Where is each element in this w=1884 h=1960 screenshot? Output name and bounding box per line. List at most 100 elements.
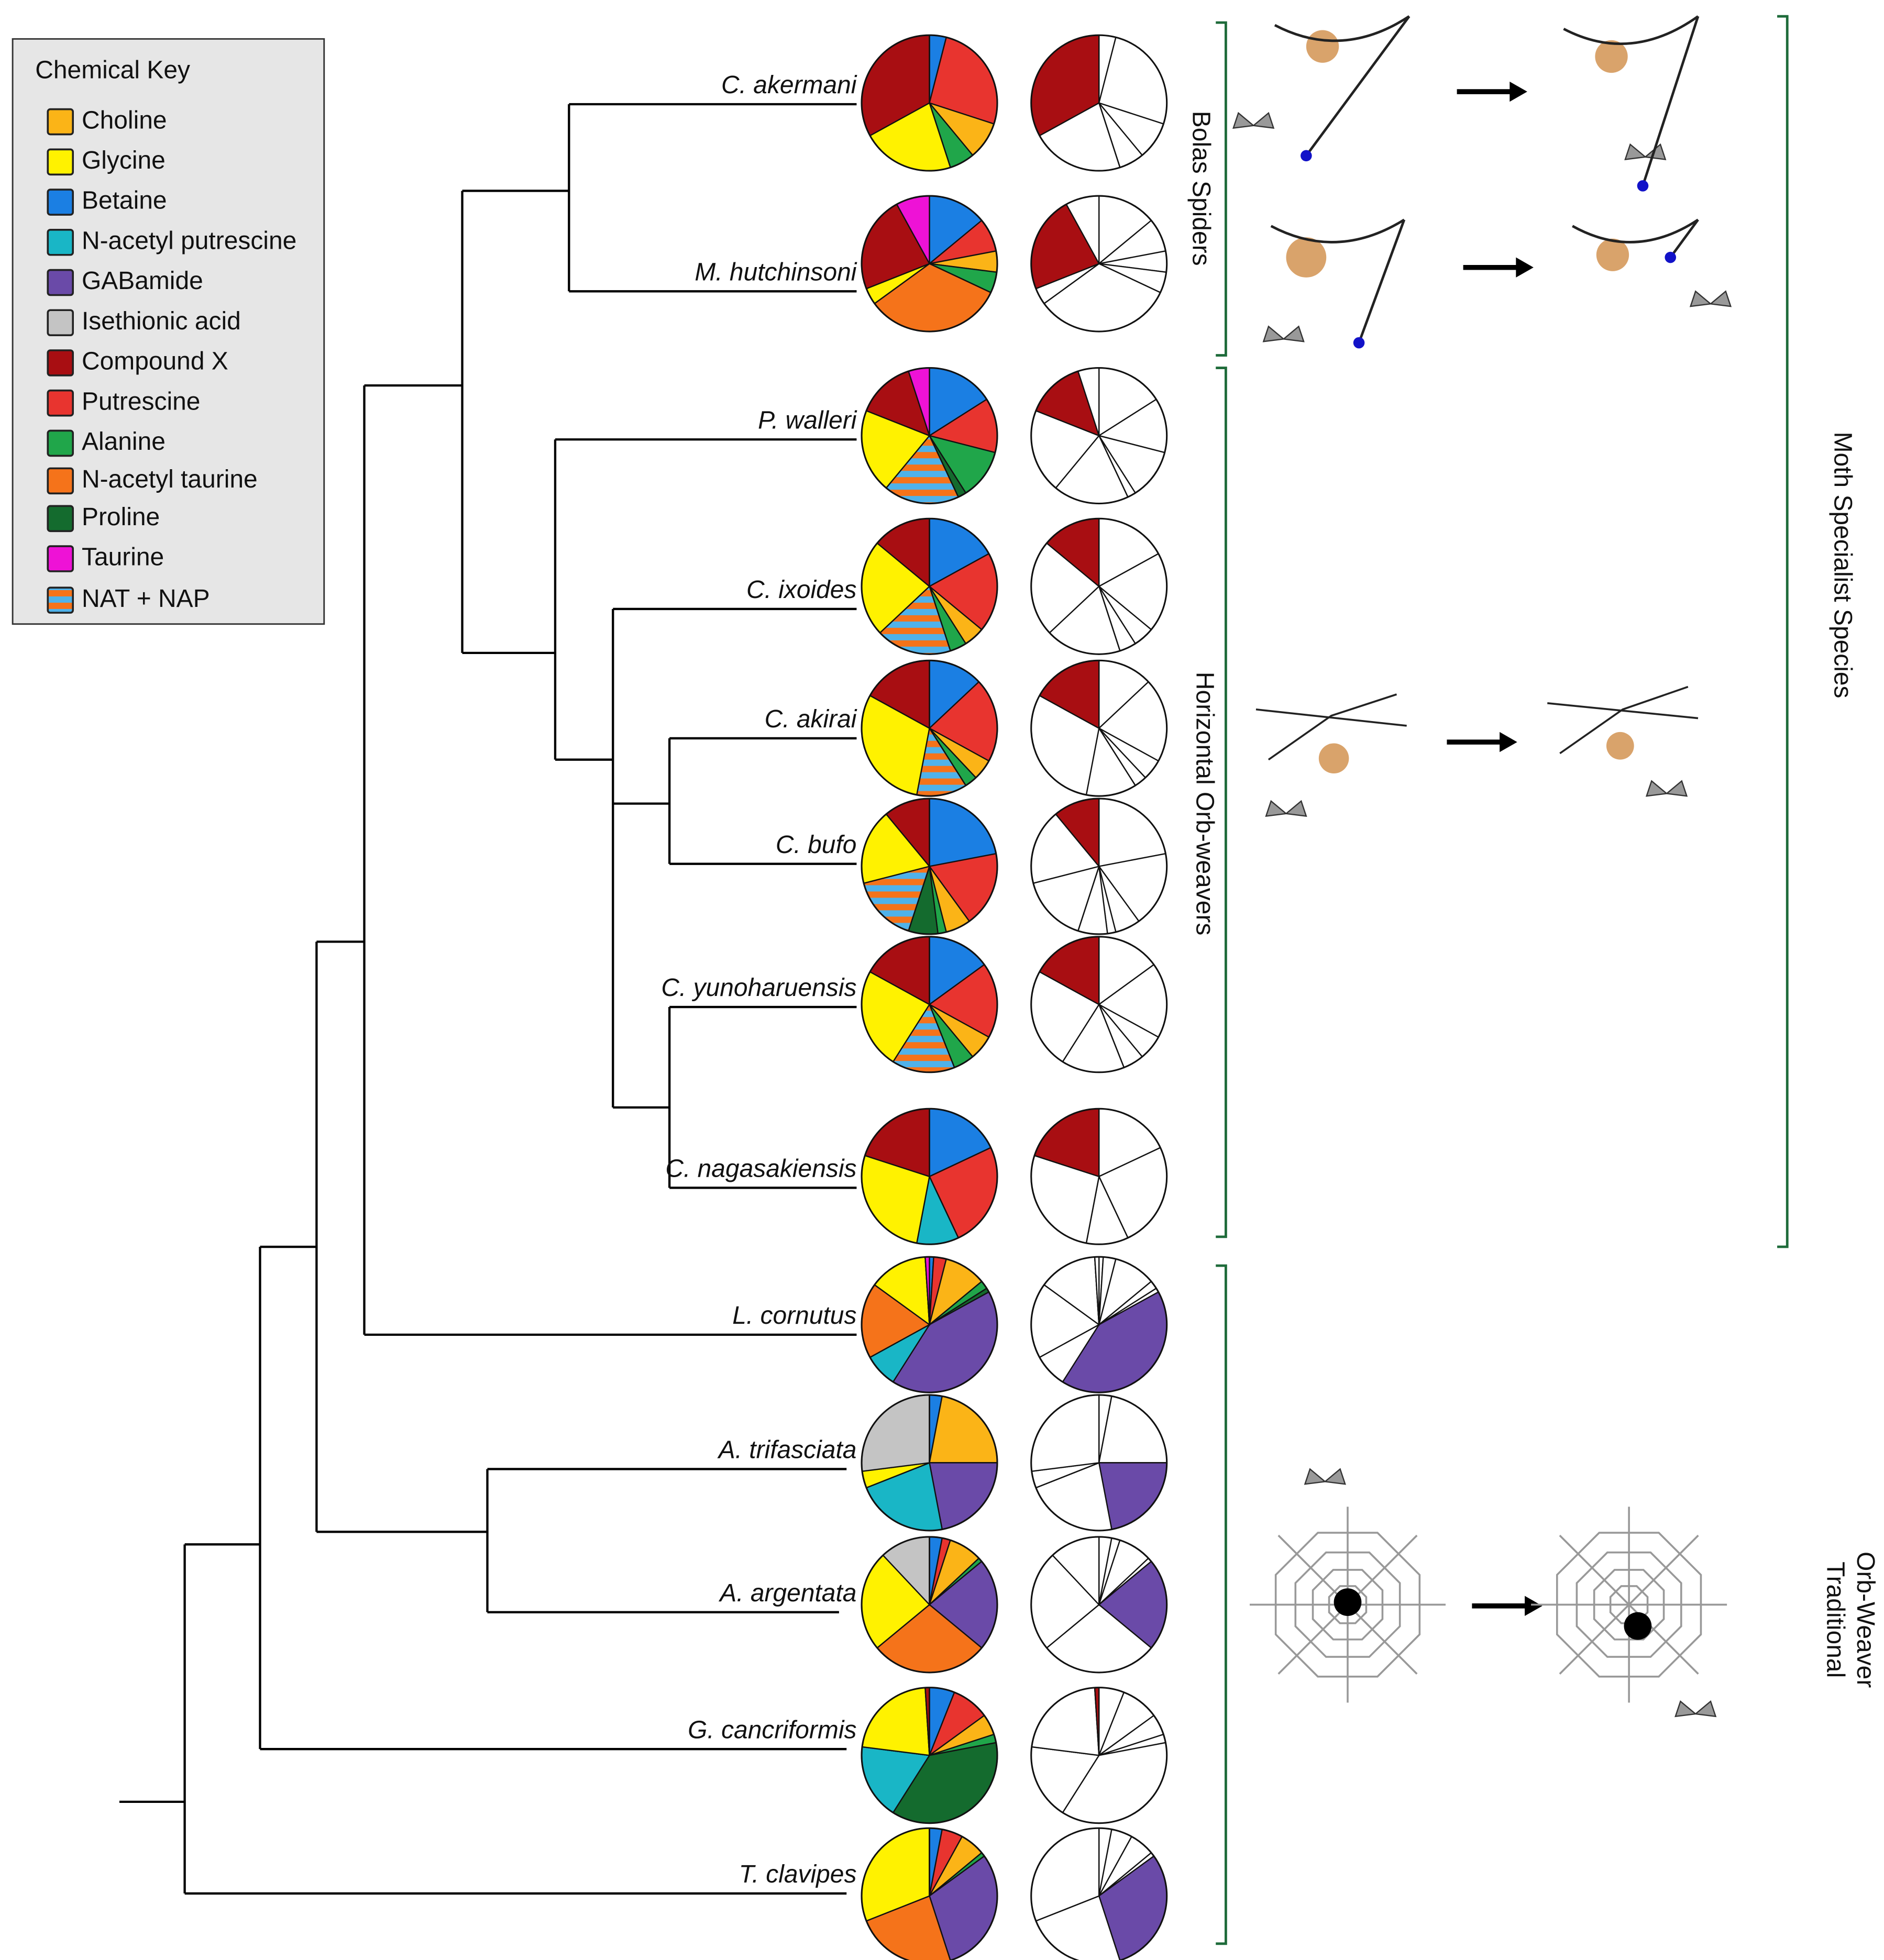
highlight-slice [1098, 1395, 1167, 1464]
pie-outline [1030, 1256, 1168, 1393]
spider [1596, 238, 1629, 271]
legend-label: N-acetyl putrescine [82, 227, 296, 254]
bolas-ball [1353, 337, 1365, 349]
legend-swatch [47, 349, 74, 377]
pie-outline [1030, 34, 1168, 172]
legend-swatch [47, 269, 74, 296]
arrow-head [1525, 1596, 1543, 1616]
pie-outline [861, 367, 998, 505]
legend-swatch [47, 108, 74, 136]
moth [1645, 780, 1688, 797]
legend-swatch [47, 586, 74, 614]
web-ring [1575, 1551, 1682, 1658]
thread [1669, 219, 1699, 258]
pie-outline [861, 659, 998, 797]
bracket [1216, 21, 1227, 357]
legend-label: Isethionic acid [82, 307, 241, 335]
spider [1606, 732, 1634, 760]
pie-outline [1030, 1827, 1168, 1960]
web-ring [1328, 1585, 1368, 1624]
spider [1595, 40, 1628, 73]
pie-outline [861, 1687, 998, 1824]
group-label: Bolas Spiders [1187, 111, 1215, 266]
web-ring [1593, 1569, 1665, 1641]
legend-label: NAT + NAP [82, 585, 210, 613]
group-label: Moth Specialist Species [1829, 432, 1857, 699]
web-ring [1312, 1569, 1384, 1641]
spider [1334, 1588, 1362, 1616]
moth [1624, 143, 1667, 160]
group-label: Traditional [1821, 1562, 1849, 1678]
legend-swatch [47, 389, 74, 417]
highlight-slice [1030, 1394, 1100, 1472]
hanging-web [1255, 693, 1407, 761]
pie-outline [861, 936, 998, 1073]
species-label: C. bufo [776, 831, 857, 859]
species-label: A. trifasciata [717, 1436, 857, 1464]
legend-label: N-acetyl taurine [82, 466, 258, 493]
species-label: C. akirai [765, 705, 857, 733]
species-label: C. nagasakiensis [665, 1155, 856, 1182]
legend-label: Choline [82, 106, 167, 134]
web-ring [1294, 1551, 1401, 1658]
pie-outline [861, 1827, 998, 1960]
legend-swatch [47, 229, 74, 256]
moth [1232, 112, 1275, 129]
moth [1689, 290, 1732, 307]
legend-label: GABamide [82, 267, 203, 295]
legend-title: Chemical Key [35, 56, 190, 84]
thread [1305, 15, 1411, 157]
web-ring [1274, 1532, 1421, 1678]
web-line [1563, 15, 1699, 46]
bolas-ball [1665, 251, 1677, 263]
web-line [1274, 15, 1410, 42]
web-spoke [1559, 1534, 1699, 1675]
pie-slice [861, 1394, 930, 1472]
legend-swatch [47, 429, 74, 457]
arrow-head [1510, 81, 1527, 102]
species-label: C. yunoharuensis [661, 974, 856, 1002]
pie-outline [1030, 1687, 1168, 1824]
pie-outline [1030, 367, 1168, 505]
highlight-slice [1031, 1687, 1100, 1756]
species-label: P. walleri [758, 406, 857, 434]
pie-outline [861, 34, 998, 172]
illustrations [1232, 15, 1732, 1718]
legend-swatch [47, 505, 74, 533]
arrow-head [1500, 732, 1517, 752]
bolas-ball [1301, 150, 1312, 162]
legend-swatch [47, 189, 74, 216]
pie-outline [861, 1536, 998, 1674]
species-label: C. akermani [721, 71, 857, 99]
group-label: Horizontal Orb-weavers [1191, 672, 1219, 936]
pie-outline [861, 1108, 998, 1245]
species-label: C. ixoides [746, 576, 856, 604]
species-label: G. cancriformis [688, 1716, 856, 1744]
pie-outline [1030, 936, 1168, 1073]
pie-outline [861, 1394, 998, 1532]
species-label: T. clavipes [739, 1861, 857, 1888]
spider [1286, 237, 1327, 278]
pie-outline [1030, 517, 1168, 655]
legend-swatch [47, 545, 74, 572]
pies: C. akermani M. hutchinsoni P. walleri C. ix… [661, 34, 1168, 1960]
legend-swatch [47, 309, 74, 337]
tree [119, 103, 857, 1895]
arrow-head [1516, 257, 1534, 278]
bracket [1216, 367, 1227, 1238]
spider [1624, 1612, 1652, 1640]
spider [1306, 30, 1339, 63]
pie-outline [1030, 195, 1168, 333]
pie-outline [861, 517, 998, 655]
species-label: A. argentata [718, 1579, 856, 1607]
thread [1358, 219, 1406, 344]
bolas-ball [1637, 180, 1649, 192]
pie-outline [861, 1256, 998, 1393]
legend-swatch [47, 148, 74, 176]
pie-outline [1030, 1536, 1168, 1674]
thread [1641, 16, 1700, 186]
legend-swatch [47, 467, 74, 495]
moth [1674, 1700, 1717, 1718]
web-line [1270, 218, 1405, 243]
